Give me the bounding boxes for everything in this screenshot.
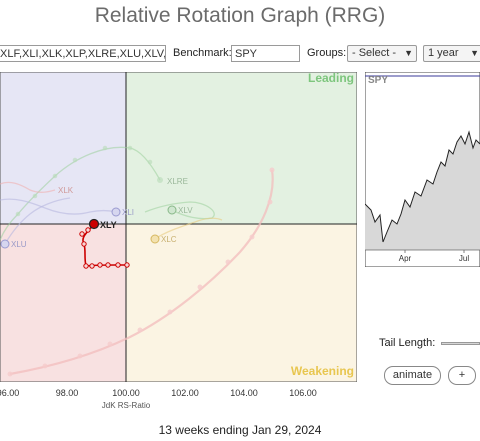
spy-month-label: Jul [459,254,469,263]
tail-xlu [4,197,71,245]
x-tick: 100.00 [112,388,140,398]
tail-long-weakening [9,169,274,376]
tail-long-weakening-points [7,167,275,377]
chevron-down-icon: ▼ [404,48,413,58]
tail-length-slider[interactable] [441,342,480,345]
period-select[interactable]: 1 year ▼ [423,45,480,62]
x-tick: 96.00 [0,388,19,398]
spy-price-line [365,130,480,243]
label-xlu: XLU [11,240,27,249]
tail-xlre-points [15,145,163,217]
marker-xlv [167,205,177,215]
marker-xlc [150,234,160,244]
spy-price-chart: SPY Apr Jul [365,72,480,267]
label-xlc: XLC [161,235,177,244]
footer-period-text: 13 weeks ending Jan 29, 2024 [158,423,322,437]
marker-xlu [0,239,10,249]
chevron-down-icon: ▼ [470,48,479,58]
label-xli: XLI [122,208,134,217]
benchmark-input[interactable]: SPY [231,45,300,62]
tail-xlk [0,181,56,193]
x-tick: 106.00 [289,388,317,398]
x-tick: 104.00 [230,388,258,398]
spy-price-area [365,132,480,250]
label-xly: XLY [100,220,117,230]
spy-symbol-label: SPY [368,75,388,86]
quadrant-leading [126,72,357,224]
tail-xli [0,198,117,215]
tail-xlv [144,201,215,220]
benchmark-label: Benchmark: [173,47,232,59]
period-select-value: 1 year [428,47,459,59]
symbols-input[interactable]: XLF,XLI,XLK,XLP,XLRE,XLU,XLV,XLY [0,45,166,62]
x-tick: 98.00 [56,388,79,398]
x-tick: 102.00 [171,388,199,398]
tail-xlc [154,217,223,240]
label-xlre: XLRE [167,177,188,186]
quadrant-label-leading: Leading [308,72,354,85]
marker-xli [111,207,121,217]
animate-button[interactable]: animate [384,366,441,385]
groups-select-value: - Select - [352,47,397,59]
quadrant-weakening [126,224,357,382]
quadrant-label-weakening: Weakening [291,364,354,378]
spy-month-label: Apr [399,254,412,263]
groups-select[interactable]: - Select - ▼ [347,45,417,62]
x-axis: 96.00 98.00 100.00 102.00 104.00 106.00 … [0,388,317,410]
groups-label: Groups: [307,47,347,59]
label-xlv: XLV [178,206,193,215]
marker-xly[interactable] [88,218,100,230]
x-axis-label: JdK RS-Ratio [102,401,151,410]
tail-length-label: Tail Length: [379,337,436,349]
rrg-chart[interactable]: XLRE XLV XLC XLI XLU XLK XLY Leading Wea… [0,72,357,382]
plus-button[interactable]: + [448,366,476,385]
tail-xly-points [79,227,130,269]
page-title: Relative Rotation Graph (RRG) [94,4,386,27]
quadrant-lagging [0,224,126,382]
label-xlk: XLK [58,186,74,195]
